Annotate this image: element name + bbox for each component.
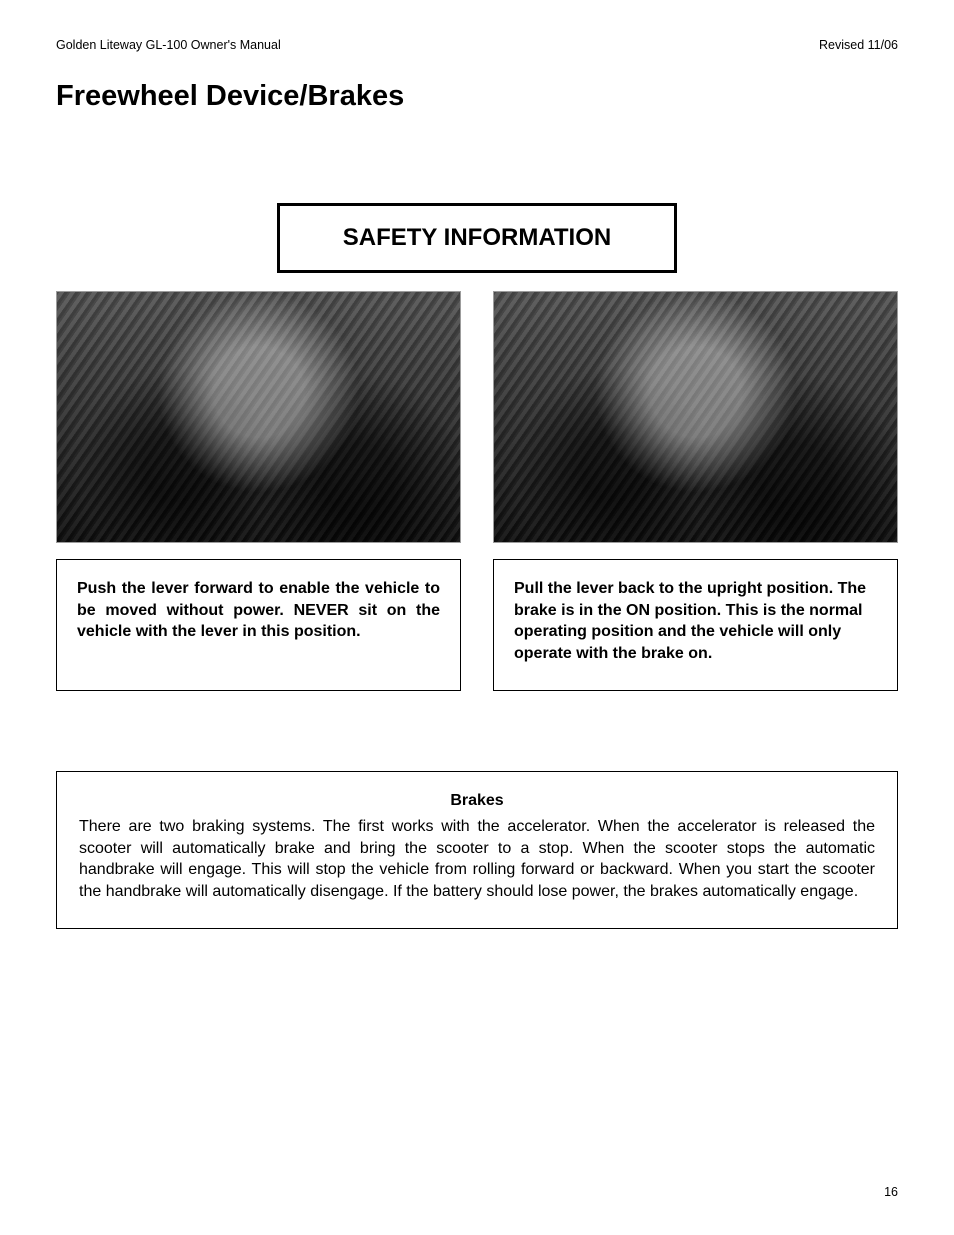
caption-right-text: Pull the lever back to the upright posit… [514,580,866,662]
header-left: Golden Liteway GL-100 Owner's Manual [56,38,281,52]
caption-left-box: Push the lever forward to enable the veh… [56,559,461,691]
freewheel-lever-forward-photo [56,291,461,543]
brakes-title: Brakes [79,790,875,812]
caption-right-box: Pull the lever back to the upright posit… [493,559,898,691]
brakes-body: There are two braking systems. The first… [79,816,875,902]
caption-left-text: Push the lever forward to enable the veh… [77,580,440,640]
section-title: Freewheel Device/Brakes [56,80,898,113]
manual-page: Golden Liteway GL-100 Owner's Manual Rev… [0,0,954,1235]
safety-heading: SAFETY INFORMATION [343,224,611,251]
safety-information-box: SAFETY INFORMATION [277,203,677,273]
freewheel-lever-back-photo [493,291,898,543]
images-row [56,291,898,543]
page-number: 16 [884,1185,898,1199]
brakes-box: Brakes There are two braking systems. Th… [56,771,898,929]
captions-row: Push the lever forward to enable the veh… [56,559,898,691]
page-header: Golden Liteway GL-100 Owner's Manual Rev… [56,38,898,52]
header-right: Revised 11/06 [819,38,898,52]
